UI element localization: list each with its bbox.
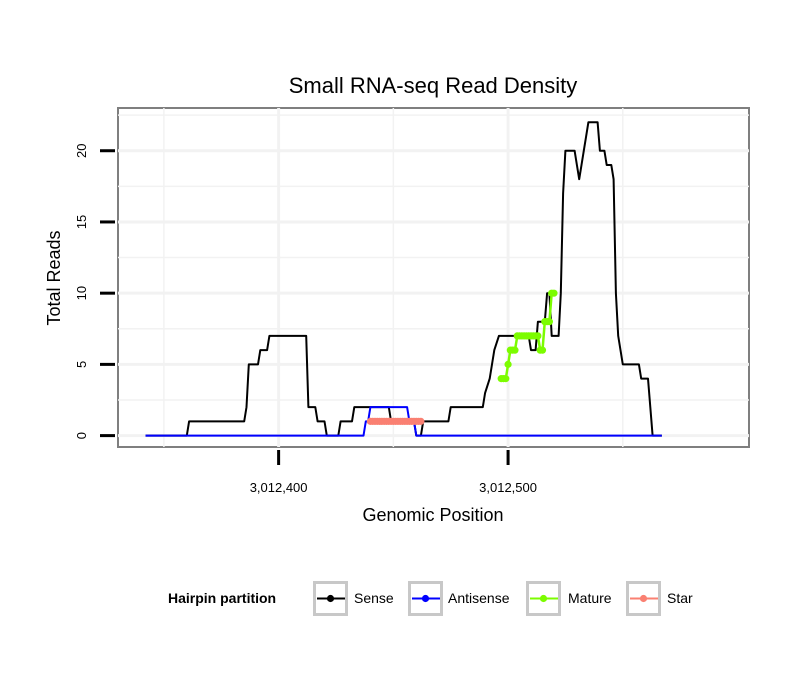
mature-point <box>511 346 519 354</box>
chart-title: Small RNA-seq Read Density <box>289 73 578 98</box>
legend: Hairpin partition Sense Antisense Mature St… <box>168 581 693 616</box>
mature-point <box>534 332 542 340</box>
legend-label-sense: Sense <box>354 590 394 606</box>
series-mature <box>497 289 558 383</box>
antisense-line <box>145 406 662 437</box>
star-point <box>417 417 425 425</box>
mature-point <box>538 346 547 354</box>
mature-point <box>550 289 558 297</box>
y-tick-label: 5 <box>74 361 89 368</box>
plot-panel <box>117 107 750 448</box>
series-star <box>366 417 425 425</box>
legend-key-mature <box>526 581 561 616</box>
legend-key-sense <box>313 581 348 616</box>
axes: 0 5 10 15 20 3,012,400 3,012,500 <box>74 143 537 495</box>
y-tick-label: 0 <box>74 432 89 439</box>
legend-label-mature: Mature <box>568 590 612 606</box>
legend-title: Hairpin partition <box>168 590 276 606</box>
legend-key-star <box>626 581 661 616</box>
mature-point <box>504 360 512 368</box>
legend-key-point <box>539 594 548 603</box>
y-tick-label: 20 <box>74 143 89 157</box>
legend-key-point <box>421 594 430 603</box>
legend-key-point <box>326 594 335 603</box>
y-tick-label: 15 <box>74 215 89 229</box>
legend-label-star: Star <box>667 590 693 606</box>
mature-point <box>502 375 510 383</box>
y-tick-label: 10 <box>74 286 89 300</box>
mature-point <box>545 318 553 326</box>
data-series <box>145 121 662 437</box>
legend-label-antisense: Antisense <box>448 590 510 606</box>
x-tick-label: 3,012,400 <box>250 480 308 495</box>
x-tick-label: 3,012,500 <box>479 480 537 495</box>
y-axis-title: Total Reads <box>44 230 64 325</box>
legend-key-point <box>639 594 648 603</box>
series-antisense <box>145 406 662 437</box>
x-axis-title: Genomic Position <box>362 505 503 525</box>
legend-key-antisense <box>408 581 443 616</box>
